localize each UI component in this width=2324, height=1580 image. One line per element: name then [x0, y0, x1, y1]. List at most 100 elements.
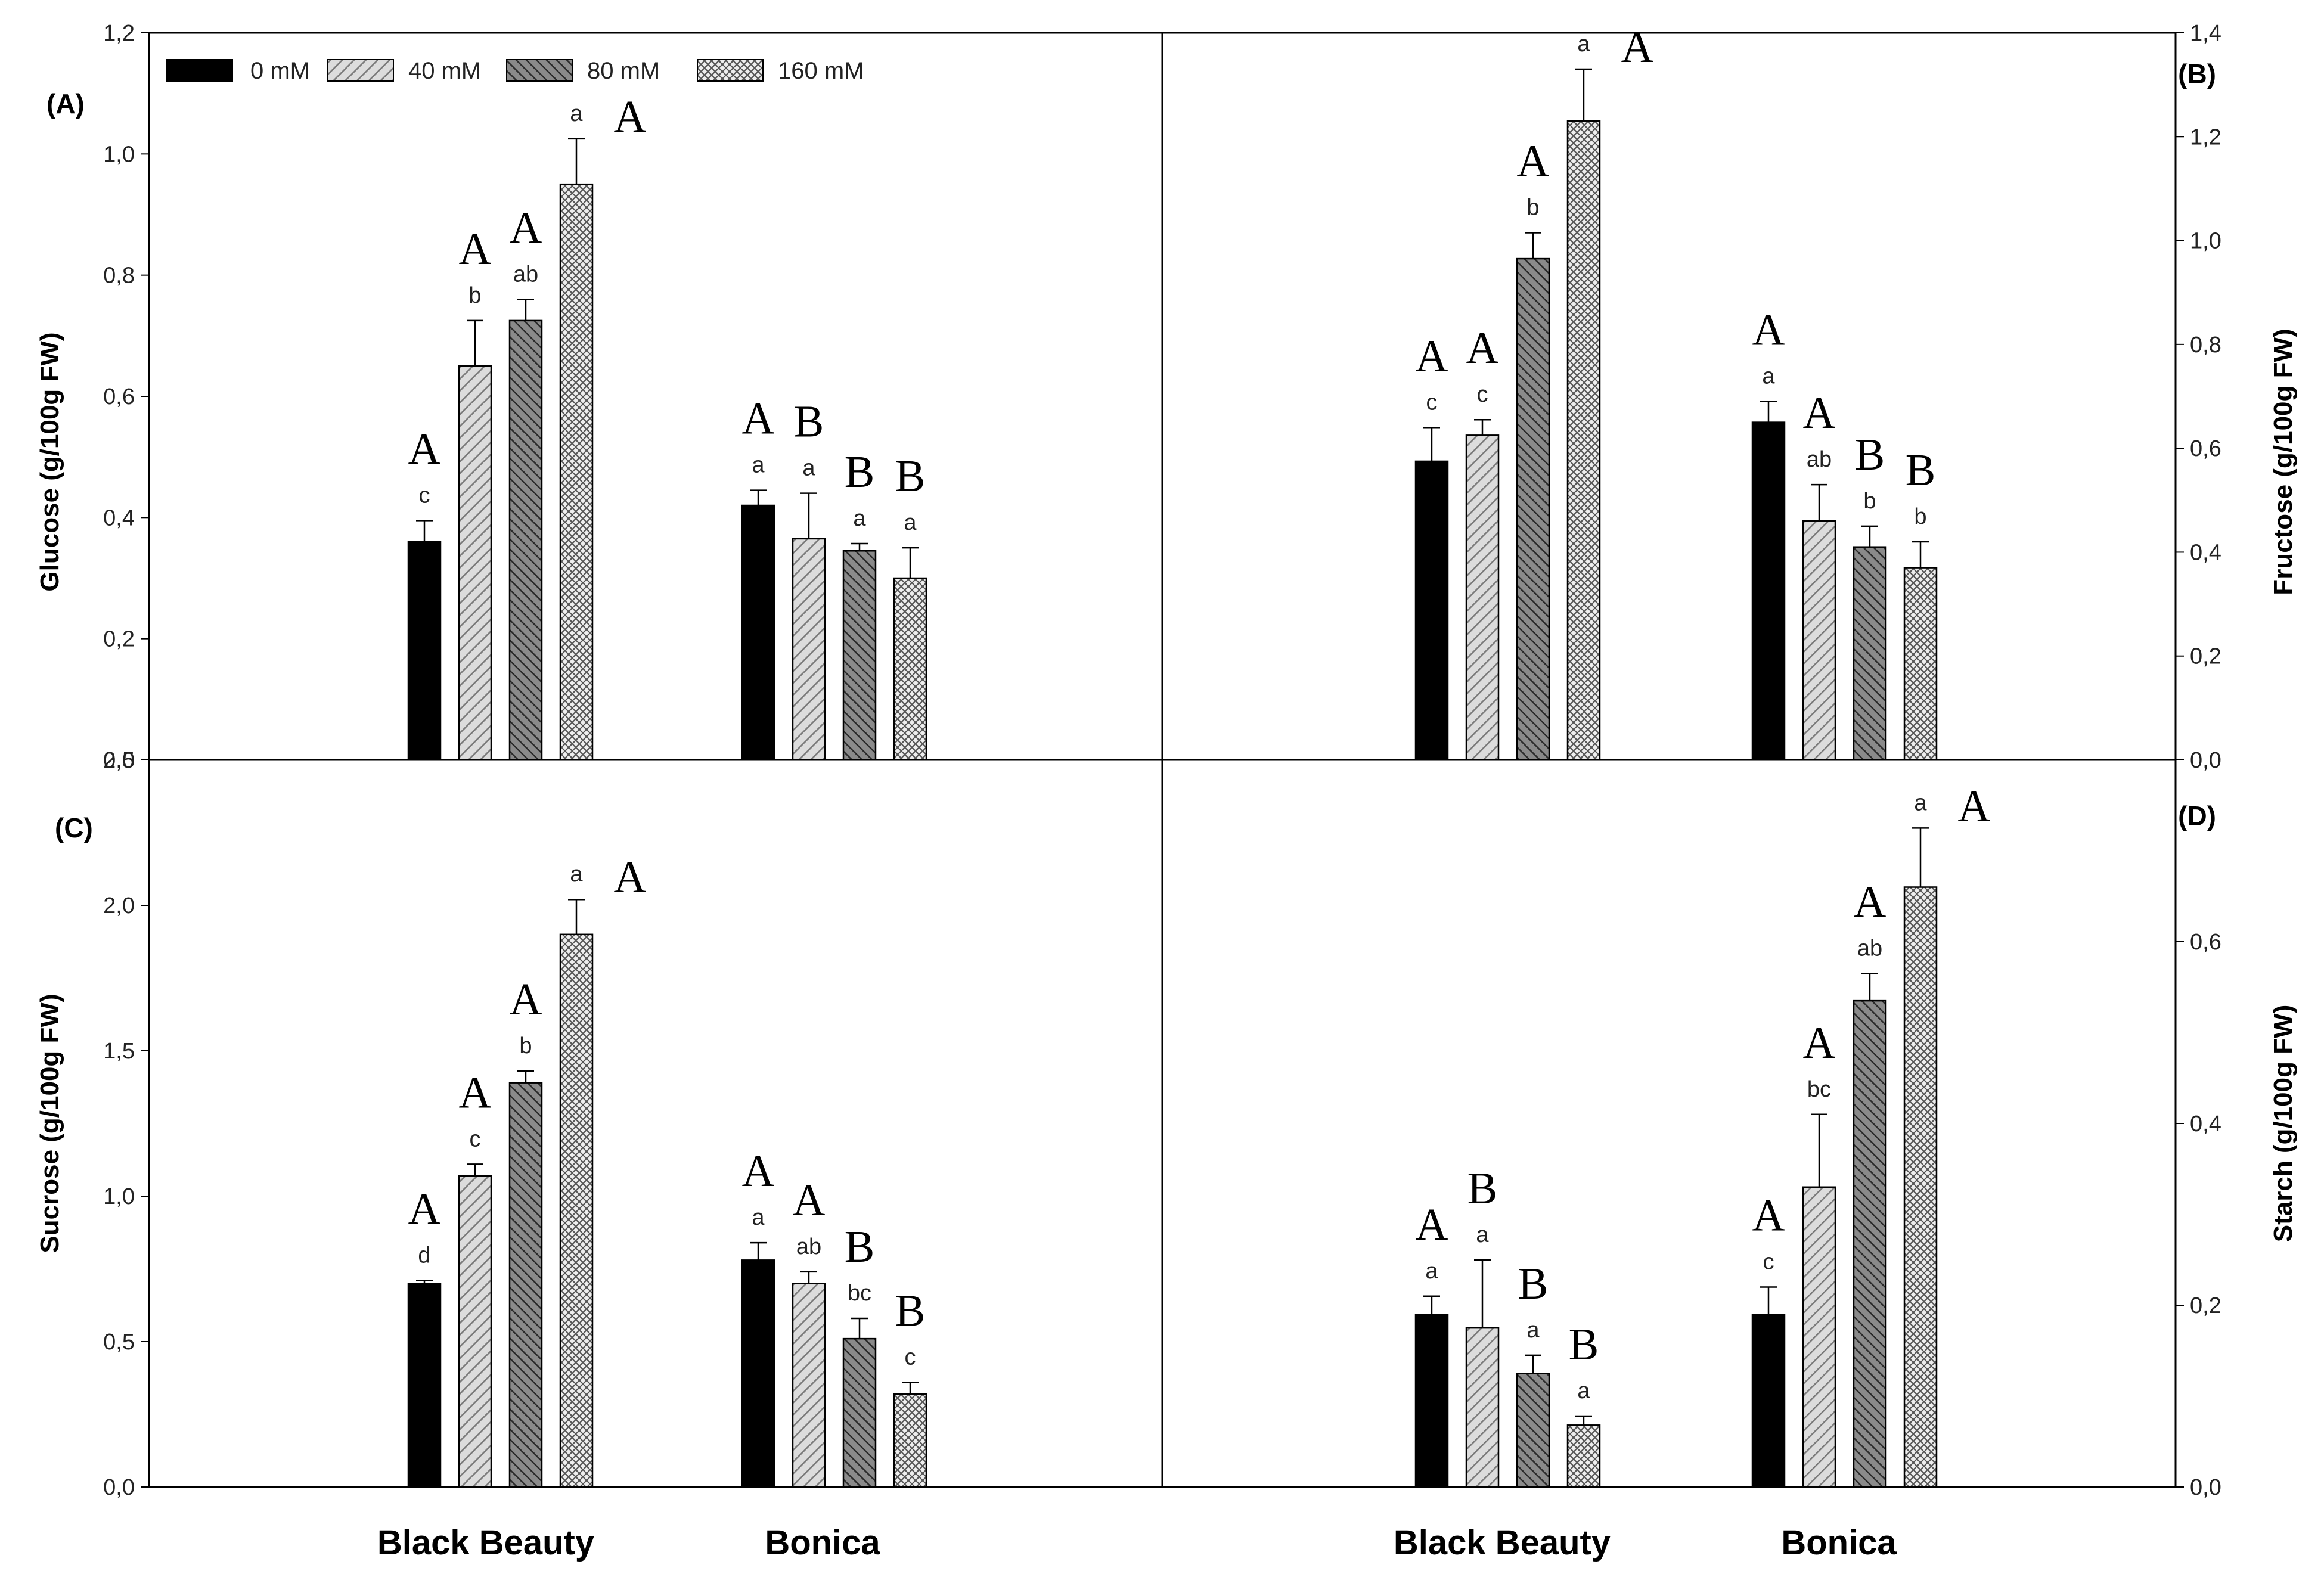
bar-d-bonica-80mm — [1853, 999, 1887, 1488]
sig-letter-b-black-beauty-40mm: c — [1477, 382, 1488, 407]
sig-letter-b-bonica-160mm: b — [1914, 504, 1926, 529]
y-tick-label-d: 0,0 — [2190, 1475, 2221, 1500]
y-tick-label-a: 0,4 — [103, 505, 135, 530]
group-letter-c-bonica-0mm: A — [742, 1146, 775, 1196]
bar-d-bonica-0mm — [1751, 1314, 1786, 1488]
group-letter-b-bonica-0mm: A — [1752, 305, 1785, 355]
panel-label-d: (D) — [2178, 800, 2216, 831]
group-letter-a-black-beauty-40mm: A — [459, 224, 492, 274]
panel-label-c: (C) — [55, 812, 93, 843]
y-axis-title-fructose: Fructose (g/100g FW) — [2269, 328, 2298, 595]
group-letter-b-black-beauty-40mm: A — [1466, 323, 1499, 373]
y-tick-label-c: 2,0 — [103, 893, 135, 918]
bar-c-black-beauty-40mm — [458, 1175, 492, 1488]
group-letter-c-bonica-160mm: B — [895, 1286, 926, 1336]
group-letter-c-black-beauty-160mm: A — [614, 852, 647, 902]
sig-letter-b-black-beauty-0mm: c — [1426, 390, 1438, 415]
group-letter-a-bonica-80mm: B — [845, 447, 875, 497]
bar-a-black-beauty-80mm — [508, 319, 543, 761]
bar-b-black-beauty-0mm — [1414, 460, 1449, 761]
y-tick-label-b: 0,8 — [2190, 333, 2221, 358]
bar-c-black-beauty-80mm — [508, 1082, 543, 1488]
bar-b-black-beauty-80mm — [1516, 257, 1550, 761]
x-category-black-beauty-left: Black Beauty — [377, 1523, 594, 1562]
legend-label-40mm: 40 mM — [408, 58, 481, 84]
bar-b-bonica-160mm — [1903, 567, 1938, 761]
group-letter-d-black-beauty-0mm: A — [1416, 1200, 1448, 1250]
y-tick-label-c: 1,0 — [103, 1184, 135, 1209]
group-letter-d-black-beauty-80mm: B — [1518, 1259, 1549, 1309]
sig-letter-d-black-beauty-80mm: a — [1526, 1318, 1540, 1343]
sig-letter-d-black-beauty-0mm: a — [1425, 1259, 1438, 1284]
group-letter-b-bonica-160mm: B — [1906, 445, 1936, 495]
bar-d-black-beauty-0mm — [1414, 1314, 1449, 1488]
sig-letter-b-bonica-40mm: ab — [1807, 447, 1832, 472]
y-tick-label-c: 0,0 — [103, 1475, 135, 1500]
y-tick-label-c: 0,5 — [103, 1330, 135, 1355]
y-tick-label-c: 1,5 — [103, 1039, 135, 1064]
legend-swatch-160mm — [697, 59, 764, 82]
bar-b-black-beauty-40mm — [1465, 434, 1500, 761]
sig-letter-d-black-beauty-160mm: a — [1577, 1379, 1590, 1404]
sig-letter-b-black-beauty-160mm: a — [1577, 32, 1590, 57]
sig-letter-c-black-beauty-80mm: b — [519, 1033, 532, 1058]
bar-a-black-beauty-0mm — [407, 541, 442, 761]
x-category-black-beauty-right: Black Beauty — [1394, 1523, 1611, 1562]
bar-d-black-beauty-160mm — [1566, 1424, 1601, 1488]
group-letter-a-bonica-160mm: B — [895, 451, 926, 501]
group-letter-c-black-beauty-80mm: A — [510, 974, 542, 1025]
bar-c-bonica-80mm — [842, 1337, 877, 1488]
bar-b-bonica-0mm — [1751, 421, 1786, 761]
legend-label-0mm: 0 mM — [250, 58, 310, 84]
bar-a-bonica-80mm — [842, 550, 877, 761]
legend-swatch-0mm — [166, 59, 233, 82]
sig-letter-c-bonica-80mm: bc — [848, 1281, 871, 1306]
sig-letter-c-bonica-160mm: c — [905, 1345, 916, 1370]
bar-d-black-beauty-40mm — [1465, 1327, 1500, 1488]
sig-letter-b-black-beauty-80mm: b — [1526, 195, 1539, 221]
sig-letter-d-black-beauty-40mm: a — [1476, 1222, 1489, 1247]
sig-letter-a-bonica-160mm: a — [904, 510, 917, 535]
y-tick-label-a: 1,2 — [103, 21, 135, 46]
group-letter-d-bonica-0mm: A — [1752, 1191, 1785, 1241]
group-letter-a-black-beauty-0mm: A — [408, 424, 441, 474]
y-tick-label-b: 0,4 — [2190, 540, 2221, 565]
y-tick-label-b: 0,2 — [2190, 644, 2221, 669]
y-tick-label-a: 1,0 — [103, 142, 135, 167]
legend-swatch-80mm — [506, 59, 573, 82]
group-letter-a-black-beauty-80mm: A — [510, 203, 542, 253]
sig-letter-c-black-beauty-0mm: d — [418, 1243, 430, 1268]
sig-letter-a-bonica-0mm: a — [752, 453, 765, 478]
legend-label-80mm: 80 mM — [587, 58, 660, 84]
bar-a-black-beauty-40mm — [458, 365, 492, 761]
group-letter-b-black-beauty-80mm: A — [1517, 136, 1550, 187]
group-letter-d-black-beauty-40mm: B — [1467, 1163, 1498, 1213]
legend-label-160mm: 160 mM — [778, 58, 864, 84]
panel-label-a: (A) — [46, 88, 85, 119]
bar-c-bonica-40mm — [792, 1283, 826, 1488]
sig-letter-d-bonica-0mm: c — [1763, 1250, 1774, 1275]
x-category-bonica-left: Bonica — [765, 1523, 880, 1562]
group-letter-c-black-beauty-40mm: A — [459, 1067, 492, 1118]
group-letter-b-black-beauty-160mm: A — [1621, 22, 1654, 72]
panel-label-b: (B) — [2178, 58, 2216, 89]
sig-letter-a-black-beauty-40mm: b — [468, 283, 481, 308]
y-tick-label-a: 0,6 — [103, 384, 135, 409]
legend: 0 mM 40 mM 80 mM 160 mM — [166, 58, 864, 84]
sig-letter-b-bonica-0mm: a — [1762, 364, 1775, 389]
group-letter-b-bonica-80mm: B — [1855, 430, 1885, 480]
y-tick-label-a: 0,8 — [103, 263, 135, 288]
y-tick-label-d: 0,4 — [2190, 1112, 2221, 1137]
y-axis-title-sucrose: Sucrose (g/100g FW) — [35, 994, 64, 1253]
bar-d-black-beauty-80mm — [1516, 1373, 1550, 1488]
y-tick-label-d: 0,6 — [2190, 930, 2221, 955]
group-letter-b-bonica-40mm: A — [1803, 388, 1836, 438]
y-axis-title-glucose: Glucose (g/100g FW) — [35, 332, 64, 591]
sig-letter-d-bonica-40mm: bc — [1807, 1077, 1831, 1102]
bar-c-black-beauty-0mm — [407, 1283, 442, 1488]
sig-letter-b-bonica-80mm: b — [1863, 489, 1876, 514]
bar-a-bonica-0mm — [741, 504, 775, 761]
y-tick-label-a: 0,2 — [103, 627, 135, 652]
legend-swatch-40mm — [327, 59, 394, 82]
